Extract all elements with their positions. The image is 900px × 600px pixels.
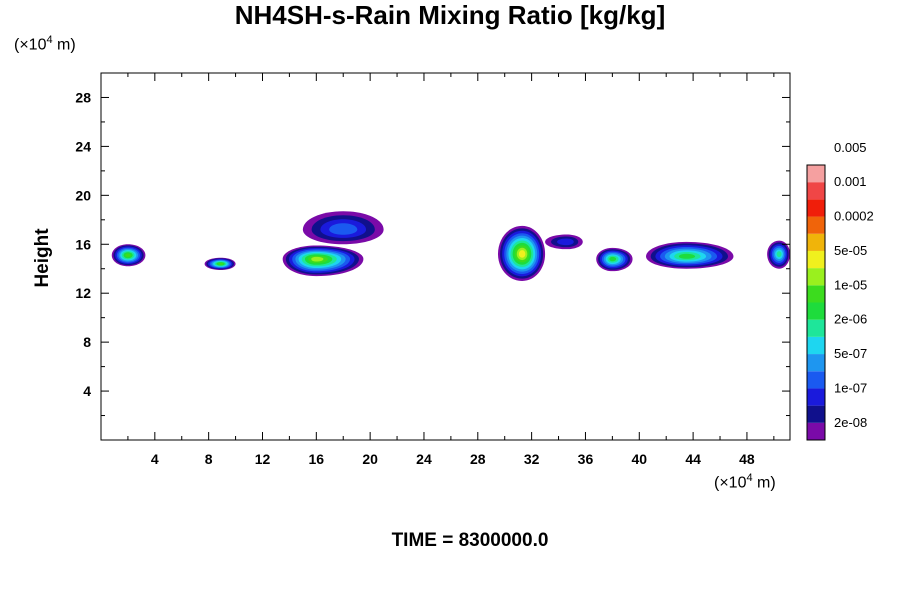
plot-frame: [100, 72, 791, 441]
y-tick-label: 24: [75, 138, 91, 154]
x-tick-label: 24: [416, 451, 432, 467]
contour-layer: [111, 211, 790, 281]
y-tick-label: 8: [83, 334, 91, 350]
x-tick-label: 48: [739, 451, 755, 467]
precip-blob-5: [497, 225, 546, 281]
x-tick-label: 8: [205, 451, 213, 467]
colorbar-swatch: [807, 182, 825, 200]
y-axis: 4 8 12 16 20 24 28: [75, 89, 790, 417]
colorbar-swatch: [807, 199, 825, 217]
x-tick-label: 12: [255, 451, 271, 467]
colorbar-label: 1e-07: [834, 380, 867, 395]
colorbar-swatch: [807, 422, 825, 440]
precip-blob-8: [646, 241, 734, 269]
colorbar-swatch: [807, 216, 825, 234]
y-tick-label: 20: [75, 187, 91, 203]
colorbar-swatch: [807, 285, 825, 303]
contour-level-7: [678, 253, 696, 259]
colorbar-label: 0.005: [834, 140, 867, 155]
colorbar-swatch: [807, 302, 825, 320]
colorbar-swatch: [807, 165, 825, 183]
colorbar-label: 2e-06: [834, 312, 867, 327]
colorbar-swatch: [807, 233, 825, 251]
contour-level-8: [218, 262, 224, 265]
precip-blob-6: [545, 234, 583, 250]
precip-blob-3: [282, 245, 364, 277]
contour-level-9: [311, 256, 324, 262]
x-tick-label: 44: [685, 451, 701, 467]
time-label: TIME = 8300000.0: [391, 530, 549, 551]
x-tick-label: 32: [524, 451, 540, 467]
contour-level-10: [518, 250, 526, 258]
colorbar-frame: [806, 164, 826, 441]
x-tick-label: 36: [578, 451, 594, 467]
colorbar-label: 5e-05: [834, 243, 867, 258]
x-tick-label: 16: [309, 451, 325, 467]
precip-blob-4: [302, 211, 384, 245]
x-axis: 4 8 12 16 20 24 28 32 36 40 44 48: [127, 73, 775, 467]
colorbar-swatch: [807, 319, 825, 337]
contour-level-3: [329, 223, 358, 235]
y-tick-label: 4: [83, 383, 91, 399]
precip-blob-2: [204, 257, 236, 270]
x-tick-label: 4: [151, 451, 159, 467]
y-tick-label: 28: [75, 89, 91, 105]
colorbar-label: 2e-08: [834, 415, 867, 430]
y-tick-label: 16: [75, 236, 91, 252]
contour-level-7: [609, 256, 617, 262]
colorbar-swatch: [807, 388, 825, 406]
colorbar-label: 1e-05: [834, 277, 867, 292]
contour-level-2: [557, 238, 574, 246]
colorbar-swatch: [807, 336, 825, 355]
colorbar-label: 0.001: [834, 174, 867, 189]
x-axis-unit: (×104 m): [714, 472, 776, 492]
precip-blob-7: [596, 247, 633, 272]
precip-blob-1: [111, 244, 146, 267]
colorbar-label: 0.0002: [834, 209, 874, 224]
colorbar-label: 5e-07: [834, 346, 867, 361]
colorbar: 2e-08 1e-07 5e-07 2e-06 1e-05 5e-05 0.0002 0.00…: [806, 140, 874, 441]
colorbar-swatch: [807, 268, 825, 286]
y-tick-label: 12: [75, 285, 91, 301]
y-axis-unit: (×104 m): [14, 34, 76, 54]
colorbar-swatch: [807, 371, 825, 389]
x-tick-label: 28: [470, 451, 486, 467]
colorbar-swatch: [807, 405, 825, 423]
x-tick-label: 20: [362, 451, 378, 467]
contour-level-8: [125, 253, 131, 258]
contour-level-6: [776, 251, 782, 258]
precip-blob-9: [767, 240, 790, 269]
colorbar-swatch: [807, 354, 825, 372]
x-tick-label: 40: [631, 451, 647, 467]
colorbar-swatch: [807, 250, 825, 269]
chart-title: NH4SH-s-Rain Mixing Ratio [kg/kg]: [234, 0, 666, 30]
